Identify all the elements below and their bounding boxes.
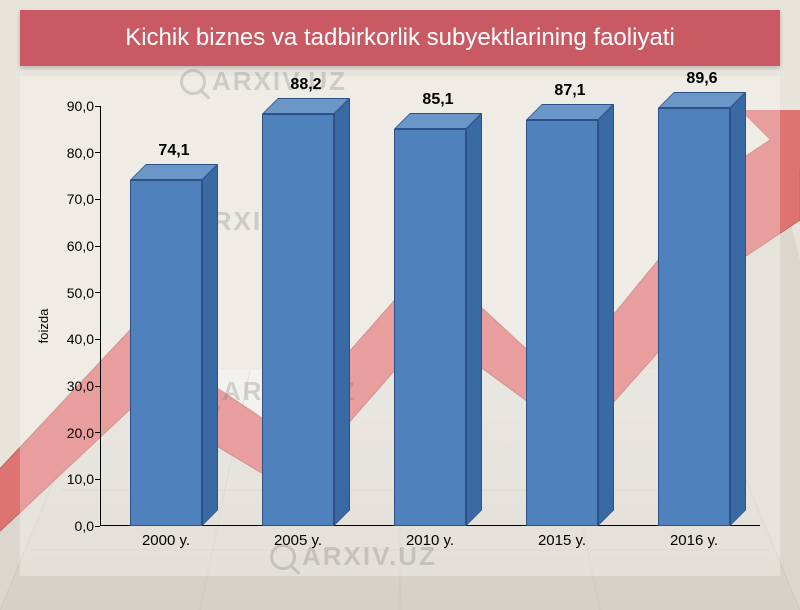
bar-value-label: 88,2 bbox=[290, 76, 321, 94]
x-tick-label: 2016 y. bbox=[670, 532, 718, 549]
y-tick-label: 60,0 bbox=[67, 238, 94, 254]
bar-chart: ARXIV.UZ ARXIV.UZ ARXIV.UZ ARXIV.UZ foiz… bbox=[20, 76, 780, 576]
y-tick-label: 30,0 bbox=[67, 378, 94, 394]
bar bbox=[658, 92, 746, 526]
y-tick bbox=[95, 199, 100, 200]
bar-value-label: 85,1 bbox=[422, 91, 453, 109]
y-tick bbox=[95, 526, 100, 527]
bar-value-label: 74,1 bbox=[158, 142, 189, 160]
y-tick-label: 10,0 bbox=[67, 471, 94, 487]
x-tick-label: 2015 y. bbox=[538, 532, 586, 549]
y-tick-label: 90,0 bbox=[67, 98, 94, 114]
y-tick-label: 20,0 bbox=[67, 425, 94, 441]
bar bbox=[526, 104, 614, 526]
bar bbox=[130, 164, 218, 526]
x-tick-label: 2005 y. bbox=[274, 532, 322, 549]
y-tick-label: 40,0 bbox=[67, 331, 94, 347]
bar-value-label: 87,1 bbox=[554, 82, 585, 100]
y-tick-label: 50,0 bbox=[67, 285, 94, 301]
y-tick-label: 0,0 bbox=[75, 518, 94, 534]
y-tick bbox=[95, 339, 100, 340]
y-tick bbox=[95, 152, 100, 153]
page-title: Kichik biznes va tadbirkorlik subyektlar… bbox=[20, 10, 780, 66]
x-tick-label: 2010 y. bbox=[406, 532, 454, 549]
y-axis bbox=[100, 106, 101, 526]
y-tick bbox=[95, 432, 100, 433]
x-tick-label: 2000 y. bbox=[142, 532, 190, 549]
y-tick bbox=[95, 292, 100, 293]
bar-value-label: 89,6 bbox=[686, 70, 717, 88]
y-tick bbox=[95, 479, 100, 480]
y-tick-label: 80,0 bbox=[67, 145, 94, 161]
y-tick bbox=[95, 386, 100, 387]
bar bbox=[262, 98, 350, 526]
y-tick bbox=[95, 246, 100, 247]
y-tick bbox=[95, 106, 100, 107]
bar bbox=[394, 113, 482, 526]
y-axis-label: foizda bbox=[36, 309, 51, 344]
watermark: ARXIV.UZ bbox=[180, 66, 347, 97]
y-tick-label: 70,0 bbox=[67, 191, 94, 207]
plot-area: 0,010,020,030,040,050,060,070,080,090,07… bbox=[100, 106, 760, 526]
